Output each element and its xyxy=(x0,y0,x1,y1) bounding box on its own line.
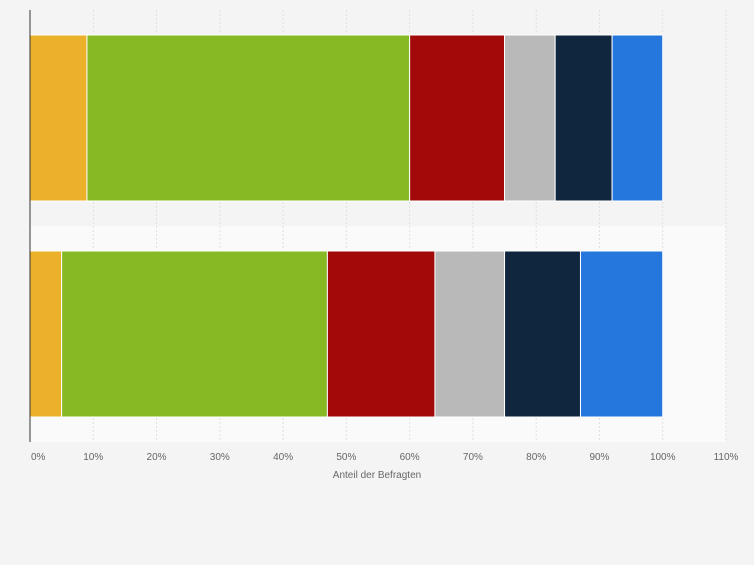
x-axis-title: Anteil der Befragten xyxy=(333,470,421,481)
bar-segment-row1-series3[interactable] xyxy=(409,34,506,202)
x-tick-label: 90% xyxy=(589,452,609,463)
bar-segment-row2-series5[interactable] xyxy=(504,250,581,418)
bars xyxy=(29,34,664,418)
bar-segment-row2-series4[interactable] xyxy=(434,250,506,418)
x-tick-label: 10% xyxy=(83,452,103,463)
bar-segment-row2-series6[interactable] xyxy=(579,250,664,418)
x-tick-label: 70% xyxy=(463,452,483,463)
bar-segment-row1-series1[interactable] xyxy=(29,34,88,202)
x-tick-label: 110% xyxy=(714,452,739,463)
x-tick-label: 40% xyxy=(273,452,293,463)
bar-segment-row1-series2[interactable] xyxy=(86,34,411,202)
x-tick-label: 30% xyxy=(210,452,230,463)
bar-segment-row2-series3[interactable] xyxy=(326,250,436,418)
bar-segment-row2-series1[interactable] xyxy=(29,250,63,418)
x-tick-label: 50% xyxy=(336,452,356,463)
x-tick-label: 20% xyxy=(147,452,167,463)
bar-segment-row1-series4[interactable] xyxy=(504,34,556,202)
x-tick-label: 100% xyxy=(650,452,676,463)
bar-segment-row1-series6[interactable] xyxy=(611,34,664,202)
x-tick-label: 0% xyxy=(31,452,46,463)
x-tick-labels: 0% 10% 20% 30% 40% 50% 60% 70% 80% 90% 100% 110% xyxy=(31,452,739,463)
bar-segment-row2-series2[interactable] xyxy=(61,250,328,418)
bar-segment-row1-series5[interactable] xyxy=(554,34,613,202)
x-tick-label: 60% xyxy=(400,452,420,463)
x-tick-label: 80% xyxy=(526,452,546,463)
